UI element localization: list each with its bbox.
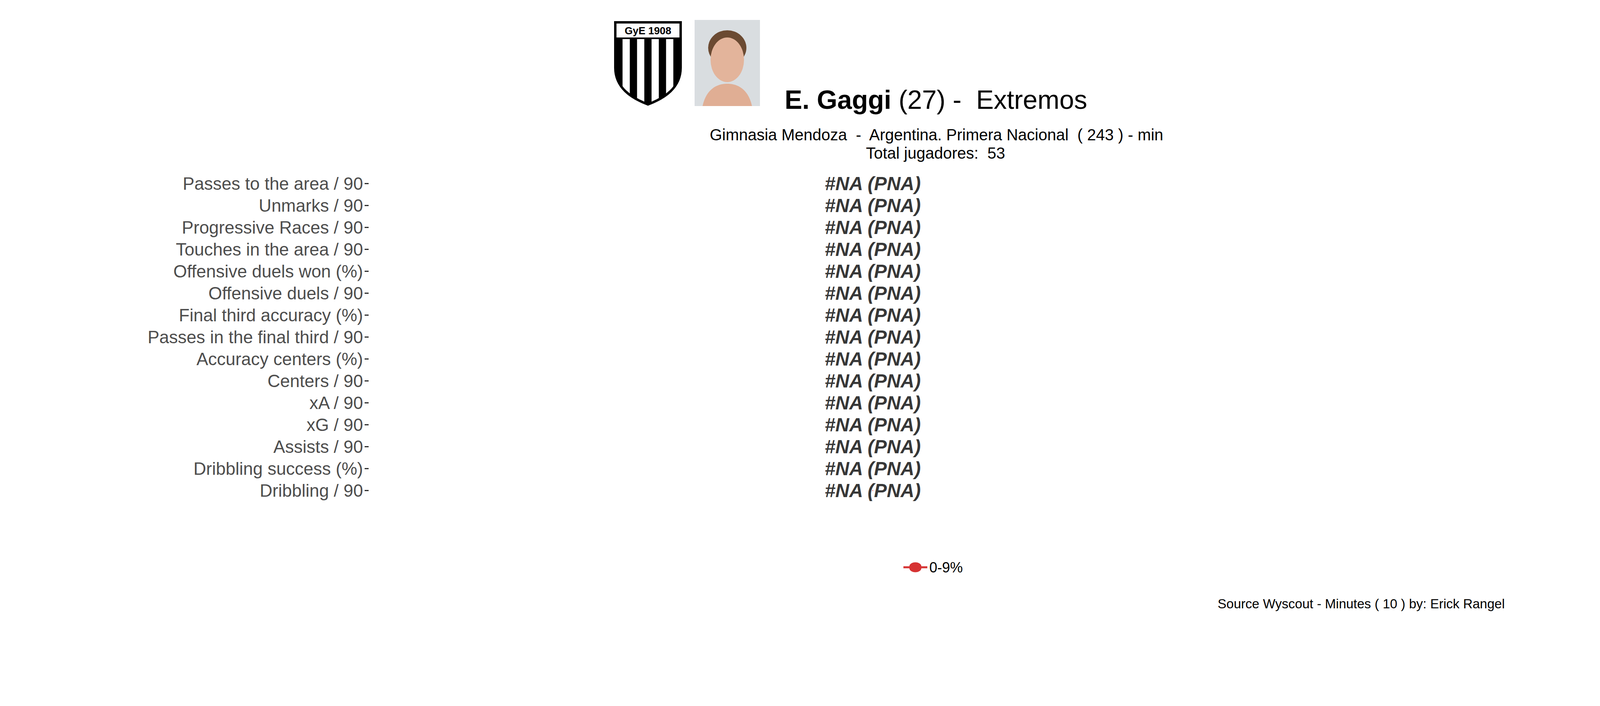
svg-text:#NA (PNA): #NA (PNA) — [824, 194, 921, 216]
svg-text:Centers / 90: Centers / 90 — [267, 371, 364, 391]
svg-text:#NA (PNA): #NA (PNA) — [824, 457, 921, 480]
svg-text:GyE 1908: GyE 1908 — [624, 24, 672, 37]
svg-text:Progressive Races / 90: Progressive Races / 90 — [181, 217, 364, 238]
html-text:E. Gaggi (27) - Extremos: E. Gaggi (27) - Extremos — [784, 84, 1088, 115]
svg-text:#NA (PNA): #NA (PNA) — [824, 370, 921, 392]
svg-text:#NA (PNA): #NA (PNA) — [824, 392, 921, 414]
html-text:Gimnasia Mendoza - Argentina.: Gimnasia Mendoza - Argentina. Primera Na… — [709, 125, 1164, 144]
svg-text:Passes in the final third / 90: Passes in the final third / 90 — [147, 327, 364, 347]
html-text:Total jugadores: 53: Total jugadores: 53 — [865, 144, 1006, 162]
svg-text:Dribbling / 90: Dribbling / 90 — [259, 480, 364, 501]
svg-text:Passes to the area / 90: Passes to the area / 90 — [182, 173, 364, 194]
svg-text:Final third accuracy (%): Final third accuracy (%) — [178, 305, 364, 325]
svg-text:xA / 90: xA / 90 — [309, 392, 364, 413]
svg-text:Touches in the area / 90: Touches in the area / 90 — [175, 239, 364, 260]
svg-text:Unmarks / 90: Unmarks / 90 — [258, 195, 364, 216]
svg-text:#NA (PNA): #NA (PNA) — [824, 348, 921, 370]
svg-text:#NA (PNA): #NA (PNA) — [824, 172, 921, 195]
svg-text:#NA (PNA): #NA (PNA) — [824, 414, 921, 436]
svg-text:Offensive duels won (%): Offensive duels won (%) — [173, 261, 364, 281]
svg-text:#NA (PNA): #NA (PNA) — [824, 326, 921, 348]
html-text:Source Wyscout - Minutes ( 10: Source Wyscout - Minutes ( 10 ) by: Eric… — [1217, 596, 1505, 611]
svg-text:#NA (PNA): #NA (PNA) — [824, 435, 921, 458]
svg-text:#NA (PNA): #NA (PNA) — [824, 304, 921, 326]
svg-text:Offensive duels / 90: Offensive duels / 90 — [208, 283, 364, 303]
svg-text:#NA (PNA): #NA (PNA) — [824, 238, 921, 260]
svg-text:#NA (PNA): #NA (PNA) — [824, 479, 921, 501]
svg-text:Accuracy centers (%): Accuracy centers (%) — [196, 349, 364, 369]
svg-text:#NA (PNA): #NA (PNA) — [824, 282, 921, 304]
svg-text:Assists / 90: Assists / 90 — [273, 436, 364, 457]
svg-text:xG / 90: xG / 90 — [306, 414, 364, 435]
svg-text:Dribbling success (%): Dribbling success (%) — [193, 458, 364, 479]
svg-text:#NA (PNA): #NA (PNA) — [824, 216, 921, 238]
svg-text:0-9%: 0-9% — [929, 559, 963, 576]
svg-text:#NA (PNA): #NA (PNA) — [824, 260, 921, 282]
